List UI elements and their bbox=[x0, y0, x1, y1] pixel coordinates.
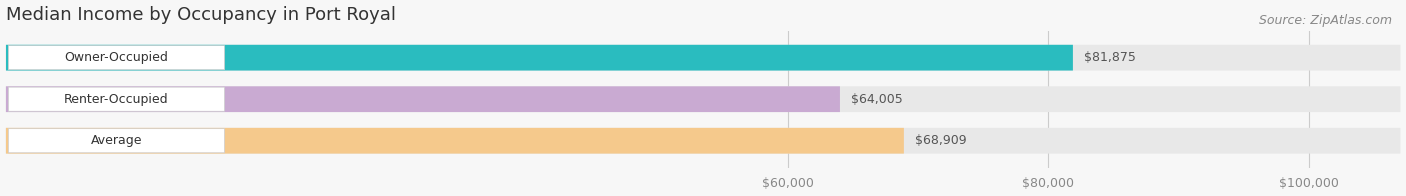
Text: $68,909: $68,909 bbox=[915, 134, 967, 147]
Text: $81,875: $81,875 bbox=[1084, 51, 1136, 64]
Text: $64,005: $64,005 bbox=[851, 93, 903, 106]
Text: Average: Average bbox=[91, 134, 142, 147]
FancyBboxPatch shape bbox=[6, 45, 1073, 71]
Text: Renter-Occupied: Renter-Occupied bbox=[65, 93, 169, 106]
Text: Median Income by Occupancy in Port Royal: Median Income by Occupancy in Port Royal bbox=[6, 5, 395, 24]
FancyBboxPatch shape bbox=[6, 86, 1400, 112]
FancyBboxPatch shape bbox=[6, 128, 904, 154]
FancyBboxPatch shape bbox=[8, 46, 225, 70]
FancyBboxPatch shape bbox=[8, 129, 225, 153]
FancyBboxPatch shape bbox=[6, 128, 1400, 154]
Text: Owner-Occupied: Owner-Occupied bbox=[65, 51, 169, 64]
Text: Source: ZipAtlas.com: Source: ZipAtlas.com bbox=[1258, 14, 1392, 27]
FancyBboxPatch shape bbox=[6, 45, 1400, 71]
FancyBboxPatch shape bbox=[6, 86, 839, 112]
FancyBboxPatch shape bbox=[8, 87, 225, 111]
